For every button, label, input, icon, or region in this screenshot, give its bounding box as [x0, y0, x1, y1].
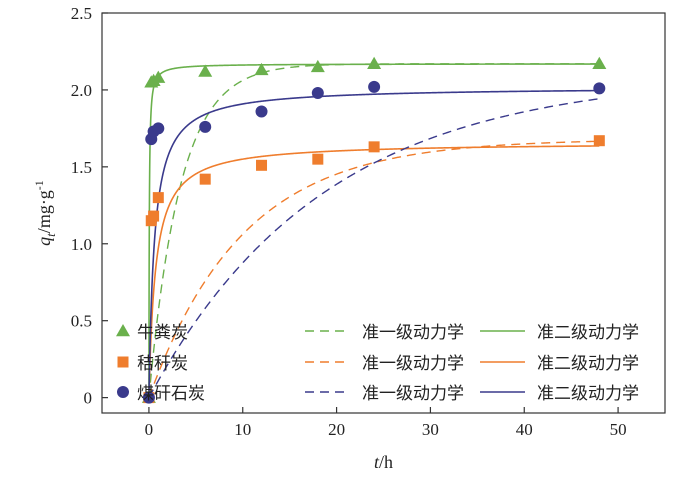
- legend-label: 秸秆炭: [137, 354, 188, 374]
- x-tick-label: 0: [145, 420, 154, 439]
- legend-pfo-label: 准一级动力学: [362, 323, 464, 343]
- data-point-2: [152, 122, 165, 135]
- data-point-2: [199, 120, 212, 133]
- y-tick-label: 1.5: [71, 158, 92, 177]
- legend-pso-label: 准二级动力学: [537, 384, 639, 404]
- x-tick-label: 10: [234, 420, 251, 439]
- axis-titles: t/h qt/mg·g-1: [32, 180, 393, 472]
- pfo-curve-2: [148, 98, 600, 399]
- pso-curve-1: [148, 145, 600, 398]
- data-point-2: [593, 82, 606, 95]
- data-point-1: [593, 135, 605, 147]
- data-point-1: [312, 153, 324, 165]
- data-point-2: [142, 391, 155, 404]
- legend-marker: [117, 356, 129, 368]
- pfo-curve-0: [148, 63, 600, 398]
- data-point-0: [254, 62, 269, 76]
- legend-pso-label: 准二级动力学: [537, 323, 639, 343]
- data-point-0: [198, 64, 213, 77]
- x-tick-label: 20: [328, 420, 345, 439]
- data-point-1: [199, 173, 211, 185]
- legend-marker: [117, 386, 129, 398]
- y-tick-label: 2.5: [71, 4, 92, 23]
- y-tick-label: 0.5: [71, 312, 92, 331]
- data-point-1: [256, 159, 268, 171]
- legend-label: 煤矸石炭: [137, 384, 205, 404]
- y-axis-ticks: 0 0.5 1.0 1.5 2.0 2.5: [71, 4, 108, 408]
- legend-label: 牛粪炭: [137, 323, 188, 343]
- pso-curve-0: [148, 63, 600, 398]
- data-point-0: [592, 56, 607, 70]
- y-axis-title: qt/mg·g-1: [32, 180, 58, 246]
- x-tick-label: 40: [516, 420, 533, 439]
- x-axis-ticks: 0 10 20 30 40 50: [145, 407, 627, 439]
- x-tick-label: 30: [422, 420, 439, 439]
- data-point-1: [148, 210, 160, 222]
- x-tick-label: 50: [610, 420, 627, 439]
- data-point-2: [311, 87, 324, 99]
- plot-frame: [101, 12, 666, 414]
- legend-marker: [116, 324, 130, 337]
- data-point-0: [367, 56, 382, 70]
- data-point-2: [255, 105, 268, 118]
- y-tick-label: 0: [84, 389, 93, 408]
- data-point-1: [368, 141, 380, 153]
- data-point-0: [310, 59, 325, 73]
- y-tick-label: 2.0: [71, 81, 92, 100]
- data-points: [141, 56, 607, 404]
- pfo-curve-1: [148, 140, 600, 398]
- legend-pfo-label: 准一级动力学: [362, 384, 464, 404]
- data-point-1: [152, 192, 164, 204]
- legend-pso-label: 准二级动力学: [537, 354, 639, 374]
- y-tick-label: 1.0: [71, 235, 92, 254]
- data-point-2: [368, 80, 381, 93]
- fit-curves: [148, 63, 600, 399]
- legend-pfo-label: 准一级动力学: [362, 354, 464, 374]
- pso-curve-2: [148, 89, 600, 398]
- x-axis-title: t/h: [374, 452, 393, 472]
- data-point-0: [151, 70, 166, 83]
